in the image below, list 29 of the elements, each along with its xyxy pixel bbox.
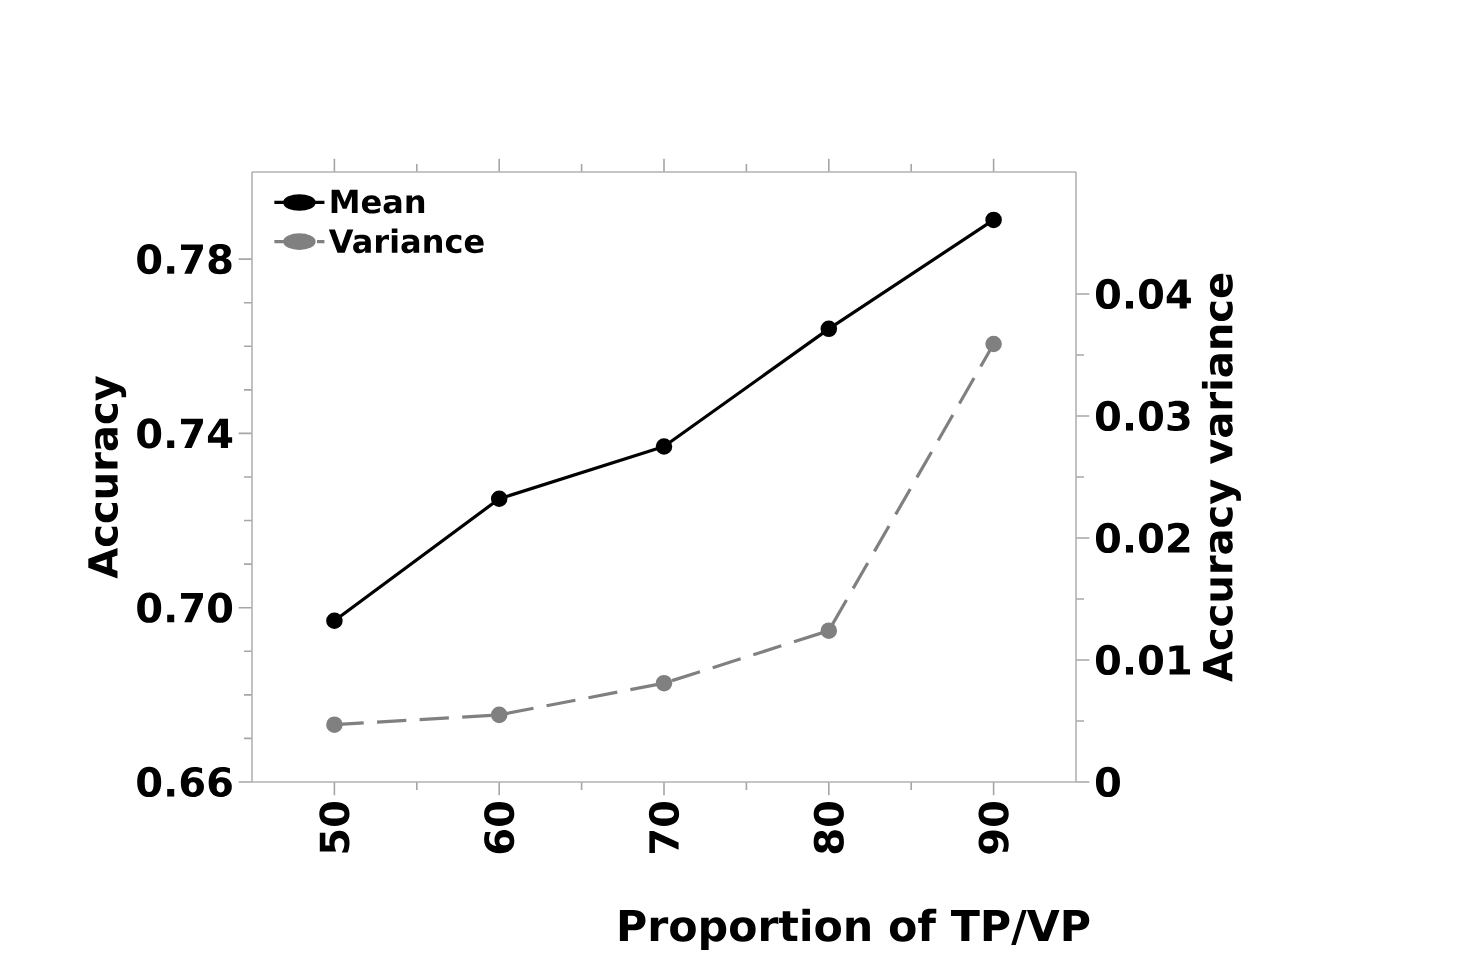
x-tick-label: 80 [813,801,844,854]
y2-tick-label: 0.02 [1095,522,1190,554]
point [985,211,1002,229]
point [326,612,343,630]
x-tick-label: 50 [319,801,350,853]
y-tick-label: 0.66 [137,766,232,798]
point [985,335,1002,353]
y-tick-label: 0.78 [137,244,232,275]
legend-label: Variance [328,228,484,254]
point [820,320,838,338]
y2-tick-label: 0.01 [1095,644,1190,676]
y-tick-label: 0.74 [137,418,233,449]
x-tick-label: 60 [484,801,515,854]
x-tick-label: 70 [648,801,680,854]
point [655,438,673,455]
x-axis-title: Proportion of TP/VP [619,908,1090,950]
point [490,706,508,724]
y-tick-label: 0.70 [137,592,233,623]
point [490,490,508,508]
point [326,716,343,733]
y2-tick-label: 0.04 [1095,278,1191,310]
y2-axis-title: Accuracy variance [1201,273,1241,682]
x-tick-label: 90 [978,801,1009,854]
point [820,622,838,639]
point [655,674,673,692]
y2-tick-label: 0 [1095,766,1120,798]
y2-tick-label: 0.03 [1095,400,1190,432]
legend-label: Mean [331,189,425,214]
y-axis-title: Accuracy [88,376,127,579]
